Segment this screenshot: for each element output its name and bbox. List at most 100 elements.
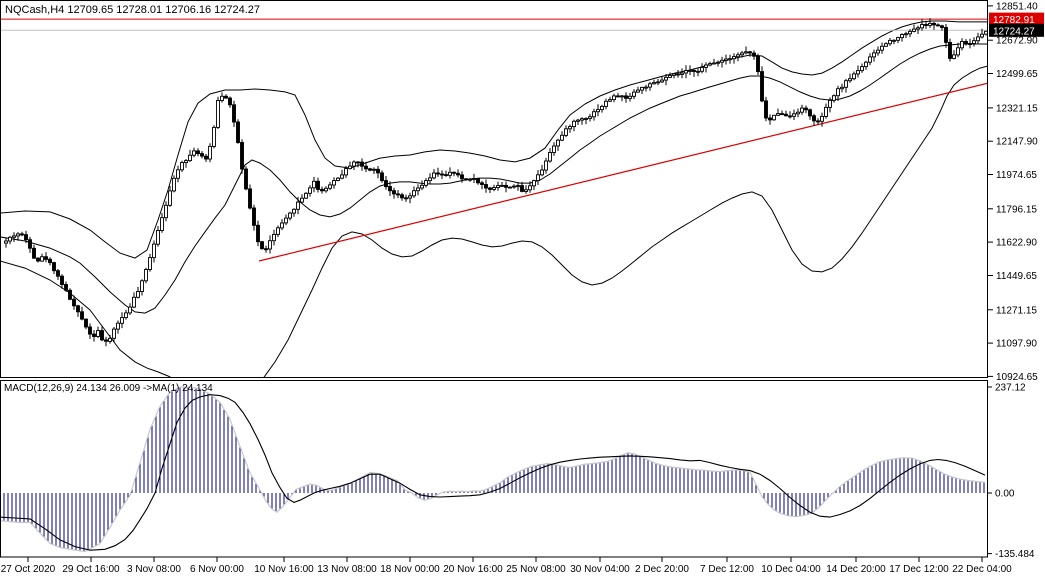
candle[interactable]	[648, 81, 652, 91]
candle[interactable]	[4, 238, 8, 248]
candle[interactable]	[924, 20, 928, 29]
candle[interactable]	[548, 148, 552, 163]
candle[interactable]	[408, 192, 412, 204]
candle[interactable]	[480, 180, 484, 190]
candle[interactable]	[300, 194, 304, 204]
candle[interactable]	[424, 178, 428, 188]
candle[interactable]	[676, 70, 680, 78]
candle[interactable]	[768, 114, 772, 125]
candle[interactable]	[712, 58, 716, 65]
candle[interactable]	[292, 208, 296, 217]
candle[interactable]	[692, 69, 696, 77]
candle[interactable]	[876, 46, 880, 56]
candle[interactable]	[972, 37, 976, 47]
candle[interactable]	[440, 170, 444, 179]
candle[interactable]	[448, 167, 452, 179]
candle[interactable]	[856, 65, 860, 78]
candle[interactable]	[308, 185, 312, 197]
macd-indicator-panel[interactable]	[0, 380, 988, 558]
candle[interactable]	[152, 240, 156, 263]
candle[interactable]	[436, 167, 440, 177]
candle[interactable]	[760, 66, 764, 103]
candle[interactable]	[212, 125, 216, 149]
candle[interactable]	[816, 118, 820, 125]
candle[interactable]	[824, 103, 828, 119]
candle[interactable]	[596, 104, 600, 117]
candle[interactable]	[368, 167, 372, 172]
candle[interactable]	[52, 261, 56, 274]
candle[interactable]	[332, 177, 336, 189]
candle[interactable]	[672, 73, 676, 79]
candle[interactable]	[28, 236, 32, 253]
candle[interactable]	[444, 170, 448, 177]
candle[interactable]	[244, 166, 248, 191]
candle[interactable]	[516, 182, 520, 191]
candle[interactable]	[412, 186, 416, 198]
candle[interactable]	[868, 53, 872, 66]
candle[interactable]	[980, 28, 984, 39]
candle[interactable]	[884, 42, 888, 47]
candle[interactable]	[848, 73, 852, 83]
candle[interactable]	[72, 295, 76, 310]
candle[interactable]	[172, 175, 176, 193]
candle[interactable]	[404, 194, 408, 202]
candle[interactable]	[912, 24, 916, 33]
candle[interactable]	[888, 38, 892, 46]
candle[interactable]	[336, 177, 340, 182]
candle[interactable]	[228, 96, 232, 108]
candle[interactable]	[836, 85, 840, 101]
candle[interactable]	[184, 159, 188, 168]
candle[interactable]	[812, 113, 816, 126]
candle[interactable]	[252, 204, 256, 231]
candle[interactable]	[976, 32, 980, 44]
candle[interactable]	[496, 181, 500, 191]
candle[interactable]	[960, 38, 964, 51]
candle[interactable]	[852, 71, 856, 81]
candle[interactable]	[952, 50, 956, 60]
candle[interactable]	[556, 138, 560, 151]
candle[interactable]	[560, 131, 564, 142]
candle[interactable]	[500, 182, 504, 187]
candle[interactable]	[364, 161, 368, 172]
candle[interactable]	[744, 46, 748, 55]
bollinger-middle-band[interactable]	[0, 43, 988, 314]
candle[interactable]	[264, 245, 268, 253]
candle[interactable]	[820, 112, 824, 127]
candle[interactable]	[24, 230, 28, 244]
candle[interactable]	[532, 179, 536, 191]
candle[interactable]	[468, 178, 472, 182]
main-chart-panel[interactable]	[0, 0, 993, 397]
candle[interactable]	[572, 119, 576, 132]
candle[interactable]	[60, 274, 64, 289]
candle[interactable]	[764, 96, 768, 122]
candle[interactable]	[48, 257, 52, 266]
candle[interactable]	[360, 158, 364, 171]
candle[interactable]	[460, 171, 464, 183]
candle[interactable]	[920, 19, 924, 31]
candle[interactable]	[636, 86, 640, 93]
candle[interactable]	[64, 281, 68, 292]
candle[interactable]	[164, 201, 168, 222]
candle[interactable]	[704, 62, 708, 73]
candle[interactable]	[380, 170, 384, 183]
candle[interactable]	[684, 65, 688, 79]
candle[interactable]	[860, 63, 864, 73]
candle[interactable]	[736, 52, 740, 62]
candle[interactable]	[832, 94, 836, 103]
candle[interactable]	[612, 93, 616, 103]
candle[interactable]	[276, 225, 280, 238]
candle[interactable]	[200, 151, 204, 159]
candle[interactable]	[472, 173, 476, 183]
candle[interactable]	[148, 253, 152, 272]
candle[interactable]	[752, 50, 756, 60]
candle[interactable]	[180, 160, 184, 172]
candle[interactable]	[140, 279, 144, 296]
candle[interactable]	[936, 23, 940, 27]
candle[interactable]	[348, 161, 352, 170]
candle[interactable]	[488, 186, 492, 193]
candle[interactable]	[840, 83, 844, 93]
price-axis[interactable]: 12851.40 12672.90 12499.65 12321.15 12147.90…	[988, 1, 1044, 560]
candle[interactable]	[640, 86, 644, 94]
candle[interactable]	[620, 95, 624, 102]
candle[interactable]	[484, 179, 488, 193]
